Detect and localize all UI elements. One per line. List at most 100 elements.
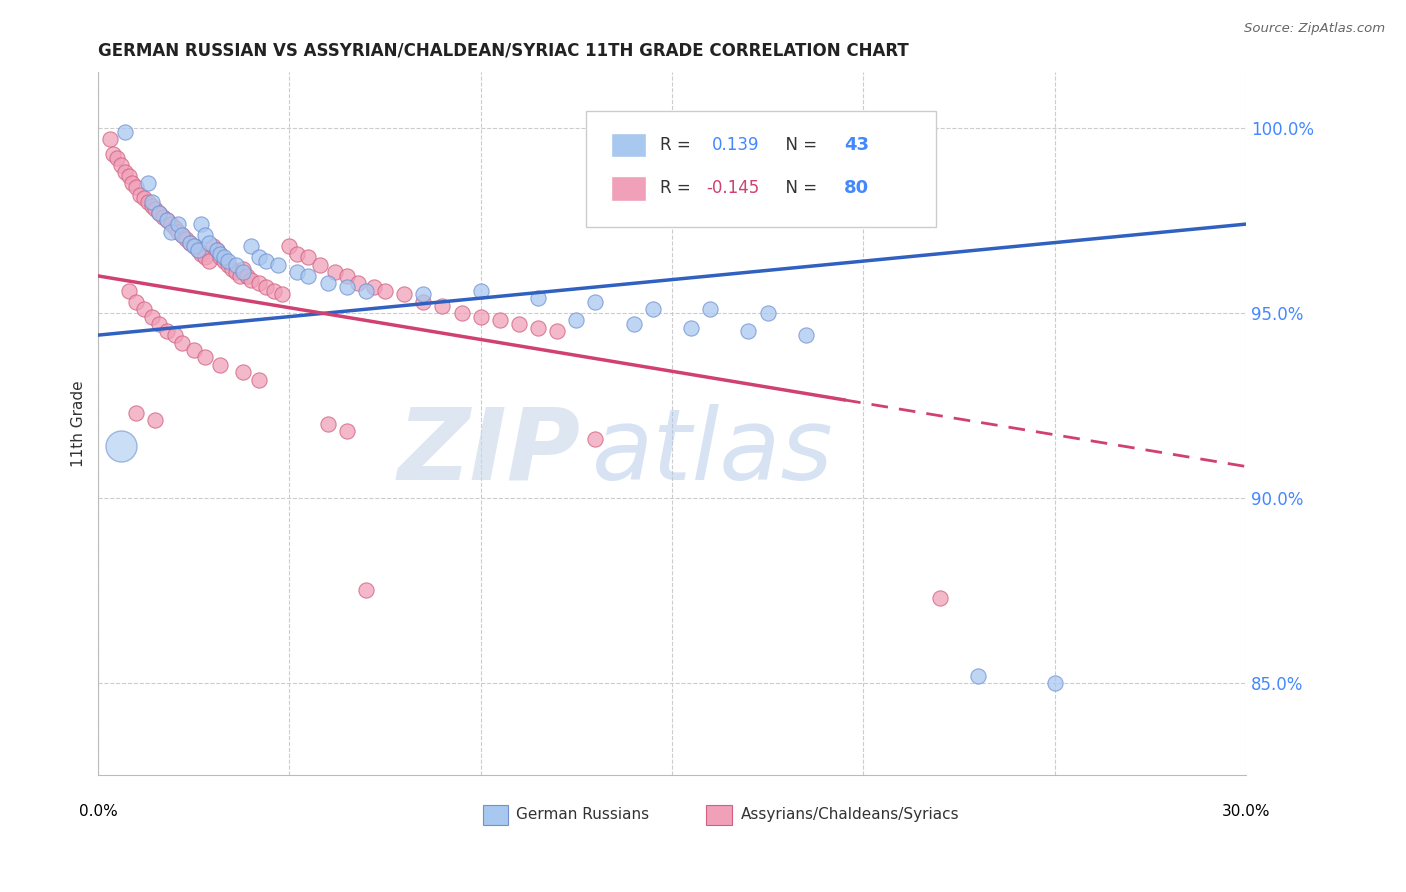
Point xyxy=(254,280,277,294)
Point xyxy=(118,284,141,298)
Point xyxy=(114,125,136,139)
Point xyxy=(221,261,243,276)
Point xyxy=(285,265,308,279)
Point xyxy=(190,217,212,231)
Point xyxy=(194,251,217,265)
Point xyxy=(508,317,530,331)
Point xyxy=(145,413,167,427)
Point xyxy=(159,225,181,239)
Point xyxy=(247,251,270,265)
Point xyxy=(737,325,759,339)
Point xyxy=(136,194,159,209)
Point xyxy=(565,313,588,327)
Point xyxy=(336,268,359,283)
Point xyxy=(167,225,190,239)
Point xyxy=(174,232,197,246)
Point xyxy=(129,187,152,202)
Point xyxy=(198,235,221,250)
Point xyxy=(148,206,170,220)
Point xyxy=(412,287,434,301)
Point xyxy=(172,228,194,243)
Point xyxy=(263,284,285,298)
Y-axis label: 11th Grade: 11th Grade xyxy=(72,381,86,467)
Point xyxy=(336,280,359,294)
Text: 43: 43 xyxy=(844,136,869,153)
Point xyxy=(205,243,228,257)
Point xyxy=(354,583,377,598)
Point xyxy=(159,217,181,231)
Point xyxy=(118,169,141,183)
Point xyxy=(756,306,779,320)
Point xyxy=(1043,676,1066,690)
Point xyxy=(699,302,721,317)
Point xyxy=(240,272,263,286)
Bar xyxy=(612,133,645,157)
Point xyxy=(190,246,212,260)
Point xyxy=(179,235,201,250)
Point xyxy=(194,351,217,365)
Point xyxy=(103,146,125,161)
Point xyxy=(354,284,377,298)
Point xyxy=(297,268,319,283)
Point xyxy=(225,258,247,272)
Point xyxy=(297,251,319,265)
Point xyxy=(641,302,664,317)
Bar xyxy=(612,176,645,201)
Point xyxy=(228,268,250,283)
Point xyxy=(136,177,159,191)
Point xyxy=(583,294,606,309)
Point xyxy=(316,277,339,291)
Text: R =: R = xyxy=(661,136,696,153)
Point xyxy=(363,280,385,294)
Point xyxy=(198,254,221,268)
Point xyxy=(527,320,550,334)
Point xyxy=(183,239,205,253)
Point xyxy=(374,284,396,298)
Text: German Russians: German Russians xyxy=(516,806,650,822)
Point xyxy=(583,432,606,446)
Point xyxy=(201,239,224,253)
Point xyxy=(450,306,472,320)
Point xyxy=(392,287,415,301)
Point xyxy=(209,251,232,265)
Point xyxy=(141,199,163,213)
Point xyxy=(488,313,510,327)
Point xyxy=(527,291,550,305)
Point xyxy=(232,265,254,279)
Point xyxy=(132,302,155,317)
Point xyxy=(794,328,817,343)
Point xyxy=(98,132,121,146)
Point xyxy=(214,251,236,265)
Point xyxy=(163,328,186,343)
Point xyxy=(183,239,205,253)
Point xyxy=(316,417,339,431)
Text: ZIP: ZIP xyxy=(396,403,581,500)
Point xyxy=(148,206,170,220)
Point xyxy=(125,180,148,194)
Point xyxy=(121,177,143,191)
Text: 80: 80 xyxy=(844,179,869,197)
Point xyxy=(186,243,208,257)
Point xyxy=(928,591,950,605)
Point xyxy=(270,287,292,301)
Point xyxy=(347,277,370,291)
Point xyxy=(470,284,492,298)
Text: GERMAN RUSSIAN VS ASSYRIAN/CHALDEAN/SYRIAC 11TH GRADE CORRELATION CHART: GERMAN RUSSIAN VS ASSYRIAN/CHALDEAN/SYRI… xyxy=(98,42,908,60)
Point xyxy=(167,217,190,231)
Point xyxy=(681,320,703,334)
Point xyxy=(232,261,254,276)
Text: -0.145: -0.145 xyxy=(706,179,759,197)
Point xyxy=(141,194,163,209)
Point xyxy=(209,246,232,260)
Point xyxy=(125,406,148,420)
Point xyxy=(172,335,194,350)
Point xyxy=(205,243,228,257)
Text: 0.0%: 0.0% xyxy=(79,804,118,819)
Point xyxy=(236,268,259,283)
Text: Assyrians/Chaldeans/Syriacs: Assyrians/Chaldeans/Syriacs xyxy=(741,806,959,822)
Bar xyxy=(482,805,508,824)
Point xyxy=(145,202,167,217)
Point xyxy=(623,317,645,331)
Point xyxy=(183,343,205,357)
Point xyxy=(412,294,434,309)
